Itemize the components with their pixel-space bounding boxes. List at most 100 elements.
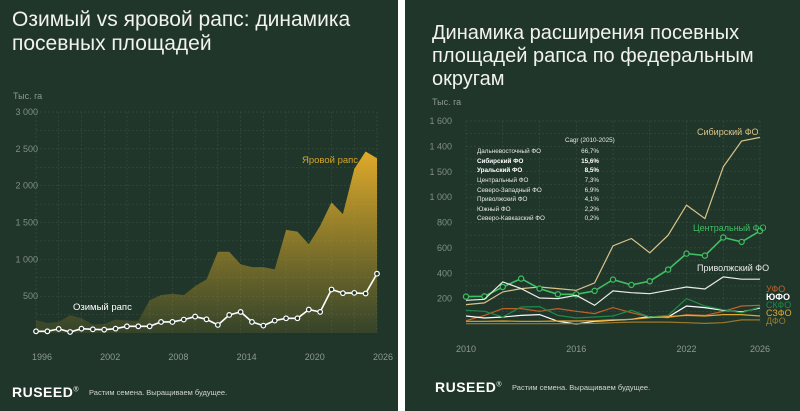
data-point: [536, 285, 543, 292]
series-line-2: [465, 276, 760, 307]
cagr-row: Центральный ФО 7,3%: [477, 176, 615, 186]
y-tick-label: 1 400: [429, 141, 452, 151]
x-tick-label: 2026: [750, 344, 770, 354]
x-tick-label: 2016: [566, 344, 586, 354]
x-tick-label: 2014: [237, 352, 257, 362]
data-point: [33, 328, 39, 335]
ruseed-logo: RUSEED®: [435, 379, 503, 395]
data-point: [283, 315, 289, 322]
y-tick-label: 1 500: [429, 167, 452, 177]
data-point: [664, 266, 672, 273]
y-tick-label: 500: [23, 291, 38, 301]
y-tick-label: 2 500: [15, 144, 38, 154]
series-label: СКФО: [766, 300, 791, 310]
x-tick-label: 2002: [100, 352, 120, 362]
data-point: [124, 323, 130, 330]
ruseed-logo: RUSEED®: [12, 384, 80, 400]
x-tick-label: 2010: [456, 344, 476, 354]
right-chart-title: Динамика расширения посевных площадей ра…: [432, 22, 754, 90]
series-label: УФО: [766, 284, 785, 294]
cagr-row: Приволжский ФО 4,1%: [477, 195, 615, 205]
data-point: [317, 309, 324, 315]
data-point: [260, 322, 267, 329]
left-footer: RUSEED® Растим семена. Выращиваем будуще…: [12, 384, 227, 400]
data-point: [101, 326, 108, 333]
series-label: Озимый рапс: [73, 302, 132, 313]
cagr-region: Южный ФО: [477, 205, 511, 213]
series-line-6: [466, 314, 761, 322]
x-tick-label: 2008: [168, 352, 188, 362]
right-chart: 200 400 600 800 1 000 1 500 1 400 1 600 2010 2016…: [429, 116, 792, 354]
right-panel: Динамика расширения посевных площадей ра…: [405, 0, 800, 411]
data-point: [249, 319, 255, 325]
y-tick-label: 1 500: [15, 218, 38, 228]
cagr-row: Дальневосточный ФО 66,7%: [477, 147, 615, 157]
data-point: [683, 250, 690, 257]
series-label: СЗФО: [766, 308, 792, 318]
data-point: [628, 281, 635, 289]
data-point: [351, 289, 358, 296]
x-tick-label: 2026: [373, 352, 393, 362]
y-tick-label: 1 600: [429, 116, 452, 126]
y-tick-label: 600: [437, 243, 452, 253]
data-point: [517, 275, 525, 282]
data-point: [554, 291, 562, 298]
cagr-region: Дальневосточный ФО: [477, 148, 542, 156]
left-chart-title: Озимый vs яровой рапс: динамика посевных…: [12, 8, 351, 55]
slogan: Растим семена. Выращиваем будущее.: [512, 382, 651, 392]
data-point: [701, 252, 709, 259]
data-point: [226, 312, 233, 318]
y-tick-label: 200: [437, 294, 452, 304]
data-point: [328, 286, 335, 293]
data-point: [237, 309, 244, 315]
cagr-value: 2,2%: [584, 205, 599, 213]
y-tick-label: 3 000: [15, 107, 38, 117]
cagr-row: Северо-Кавказский ФО 0,2%: [477, 214, 615, 224]
left-panel: Озимый vs яровой рапс: динамика посевных…: [0, 0, 398, 411]
data-point: [135, 323, 142, 330]
data-point: [169, 319, 176, 325]
cagr-row: Северо-Западный ФО 6,9%: [477, 185, 615, 195]
cagr-region: Северо-Кавказский ФО: [477, 215, 545, 223]
data-point: [158, 319, 164, 325]
left-y-unit: Тыс. га: [13, 91, 43, 101]
cagr-value: 6,9%: [584, 186, 599, 194]
right-footer: RUSEED® Растим семена. Выращиваем будуще…: [435, 379, 650, 395]
series-label: ЮФО: [766, 292, 790, 302]
data-point: [646, 278, 653, 285]
cagr-table: Cagr (2010-2025) Дальневосточный ФО 66,7%…: [477, 137, 615, 224]
data-point: [374, 270, 380, 277]
cagr-header: Cagr (2010-2025): [565, 137, 615, 144]
data-point: [112, 325, 119, 332]
data-point: [89, 326, 96, 333]
series-label: ДФО: [766, 316, 786, 326]
cagr-value: 15,6%: [581, 157, 599, 165]
data-point: [271, 317, 278, 324]
cagr-value: 0,2%: [584, 215, 599, 223]
data-point: [720, 234, 727, 241]
y-tick-label: 800: [437, 218, 452, 228]
y-tick-label: 2 000: [15, 181, 38, 191]
cagr-region: Уральский ФО: [477, 167, 523, 175]
data-point: [462, 293, 470, 300]
data-point: [499, 283, 506, 291]
data-point: [67, 329, 73, 335]
y-tick-label: 1 000: [15, 254, 38, 264]
series-label: Яровой рапс: [302, 155, 358, 166]
cagr-value: 8,5%: [584, 167, 599, 175]
y-tick-label: 400: [437, 268, 452, 278]
data-point: [78, 325, 85, 332]
cagr-row: Южный ФО 2,2%: [477, 205, 615, 215]
series-area-0: [36, 151, 377, 333]
slogan: Растим семена. Выращиваем будущее.: [89, 387, 228, 397]
data-point: [340, 290, 346, 297]
cagr-row: Уральский ФО 8,5%: [477, 166, 615, 176]
series-line-3: [465, 304, 761, 322]
series-line-0: [465, 136, 761, 306]
data-point: [591, 287, 598, 295]
cagr-value: 7,3%: [584, 177, 599, 185]
data-point: [44, 328, 51, 335]
data-point: [294, 315, 301, 322]
cagr-region: Приволжский ФО: [477, 196, 528, 204]
data-point: [192, 313, 199, 320]
